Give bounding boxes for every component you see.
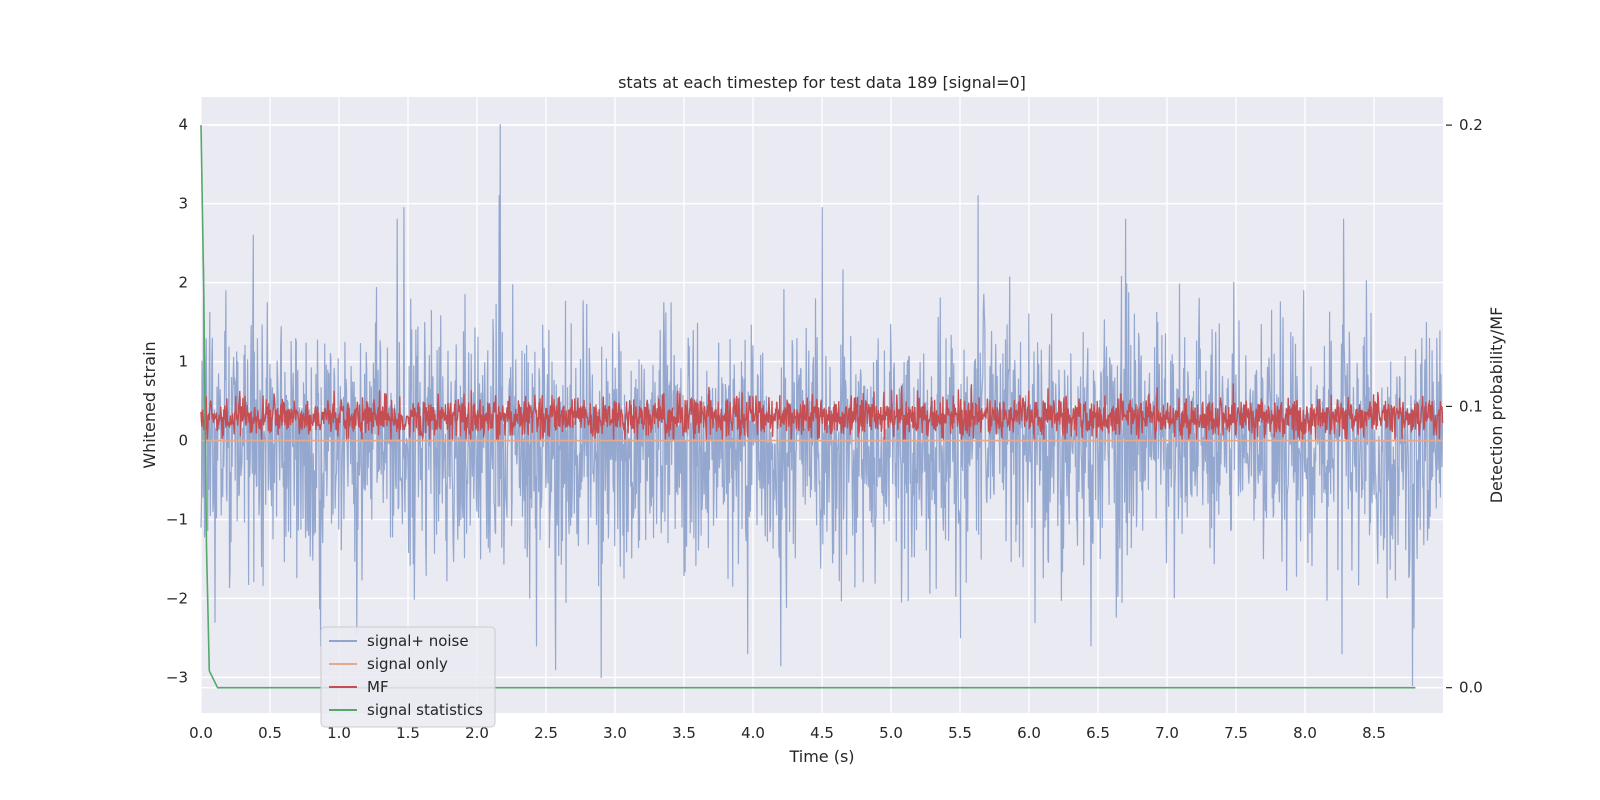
x-tick-label: 2.5 [534,724,558,742]
x-tick-label: 7.5 [1224,724,1248,742]
x-axis-label: Time (s) [788,747,854,766]
y-axis-left: −3 −2 −1 0 1 2 3 4 [166,116,188,687]
y-tick-label: −3 [166,668,188,686]
legend-label: signal statistics [367,701,483,719]
y-tick-label: −1 [166,511,188,529]
y-axis-label: Whitened strain [140,341,159,468]
y2-axis-label: Detection probability/MF [1487,307,1506,504]
x-tick-label: 8.5 [1362,724,1386,742]
y-axis-right: 0.0 0.1 0.2 [1446,116,1483,697]
x-tick-label: 2.0 [465,724,489,742]
y-tick-label: 3 [178,195,188,213]
x-tick-label: 3.5 [672,724,696,742]
mf-line [200,383,1444,440]
y-tick-label: −2 [166,589,188,607]
x-tick-label: 4.0 [741,724,765,742]
y2-tick-label: 0.2 [1459,116,1483,134]
x-axis: 0.0 0.5 1.0 1.5 2.0 2.5 3.0 3.5 4.0 4.5 5.0 5.5 6.0 6… [189,724,1386,742]
legend-label: signal only [367,655,448,673]
x-tick-label: 6.0 [1017,724,1041,742]
legend-label: signal+ noise [367,632,469,650]
x-tick-label: 5.0 [879,724,903,742]
legend: signal+ noise signal only MF signal statist… [320,626,496,728]
legend-label: MF [367,678,389,696]
x-tick-label: 3.0 [603,724,627,742]
y2-tick-label: 0.0 [1459,679,1483,697]
y-tick-label: 4 [178,116,188,134]
x-tick-label: 1.0 [327,724,351,742]
y-tick-label: 1 [178,353,188,371]
y-tick-label: 0 [178,432,188,450]
x-tick-label: 7.0 [1155,724,1179,742]
y-tick-label: 2 [178,274,188,292]
x-tick-label: 0.0 [189,724,213,742]
signal-statistics-line [200,125,1416,689]
chart-title: stats at each timestep for test data 189… [618,73,1026,92]
x-tick-label: 0.5 [258,724,282,742]
legend-box [320,626,496,728]
x-tick-label: 4.5 [810,724,834,742]
series-lines [200,124,1444,689]
x-tick-label: 5.5 [948,724,972,742]
signal-noise-line [200,124,1444,686]
y2-tick-label: 0.1 [1459,397,1483,415]
x-tick-label: 1.5 [396,724,420,742]
x-tick-label: 8.0 [1293,724,1317,742]
x-tick-label: 6.5 [1086,724,1110,742]
